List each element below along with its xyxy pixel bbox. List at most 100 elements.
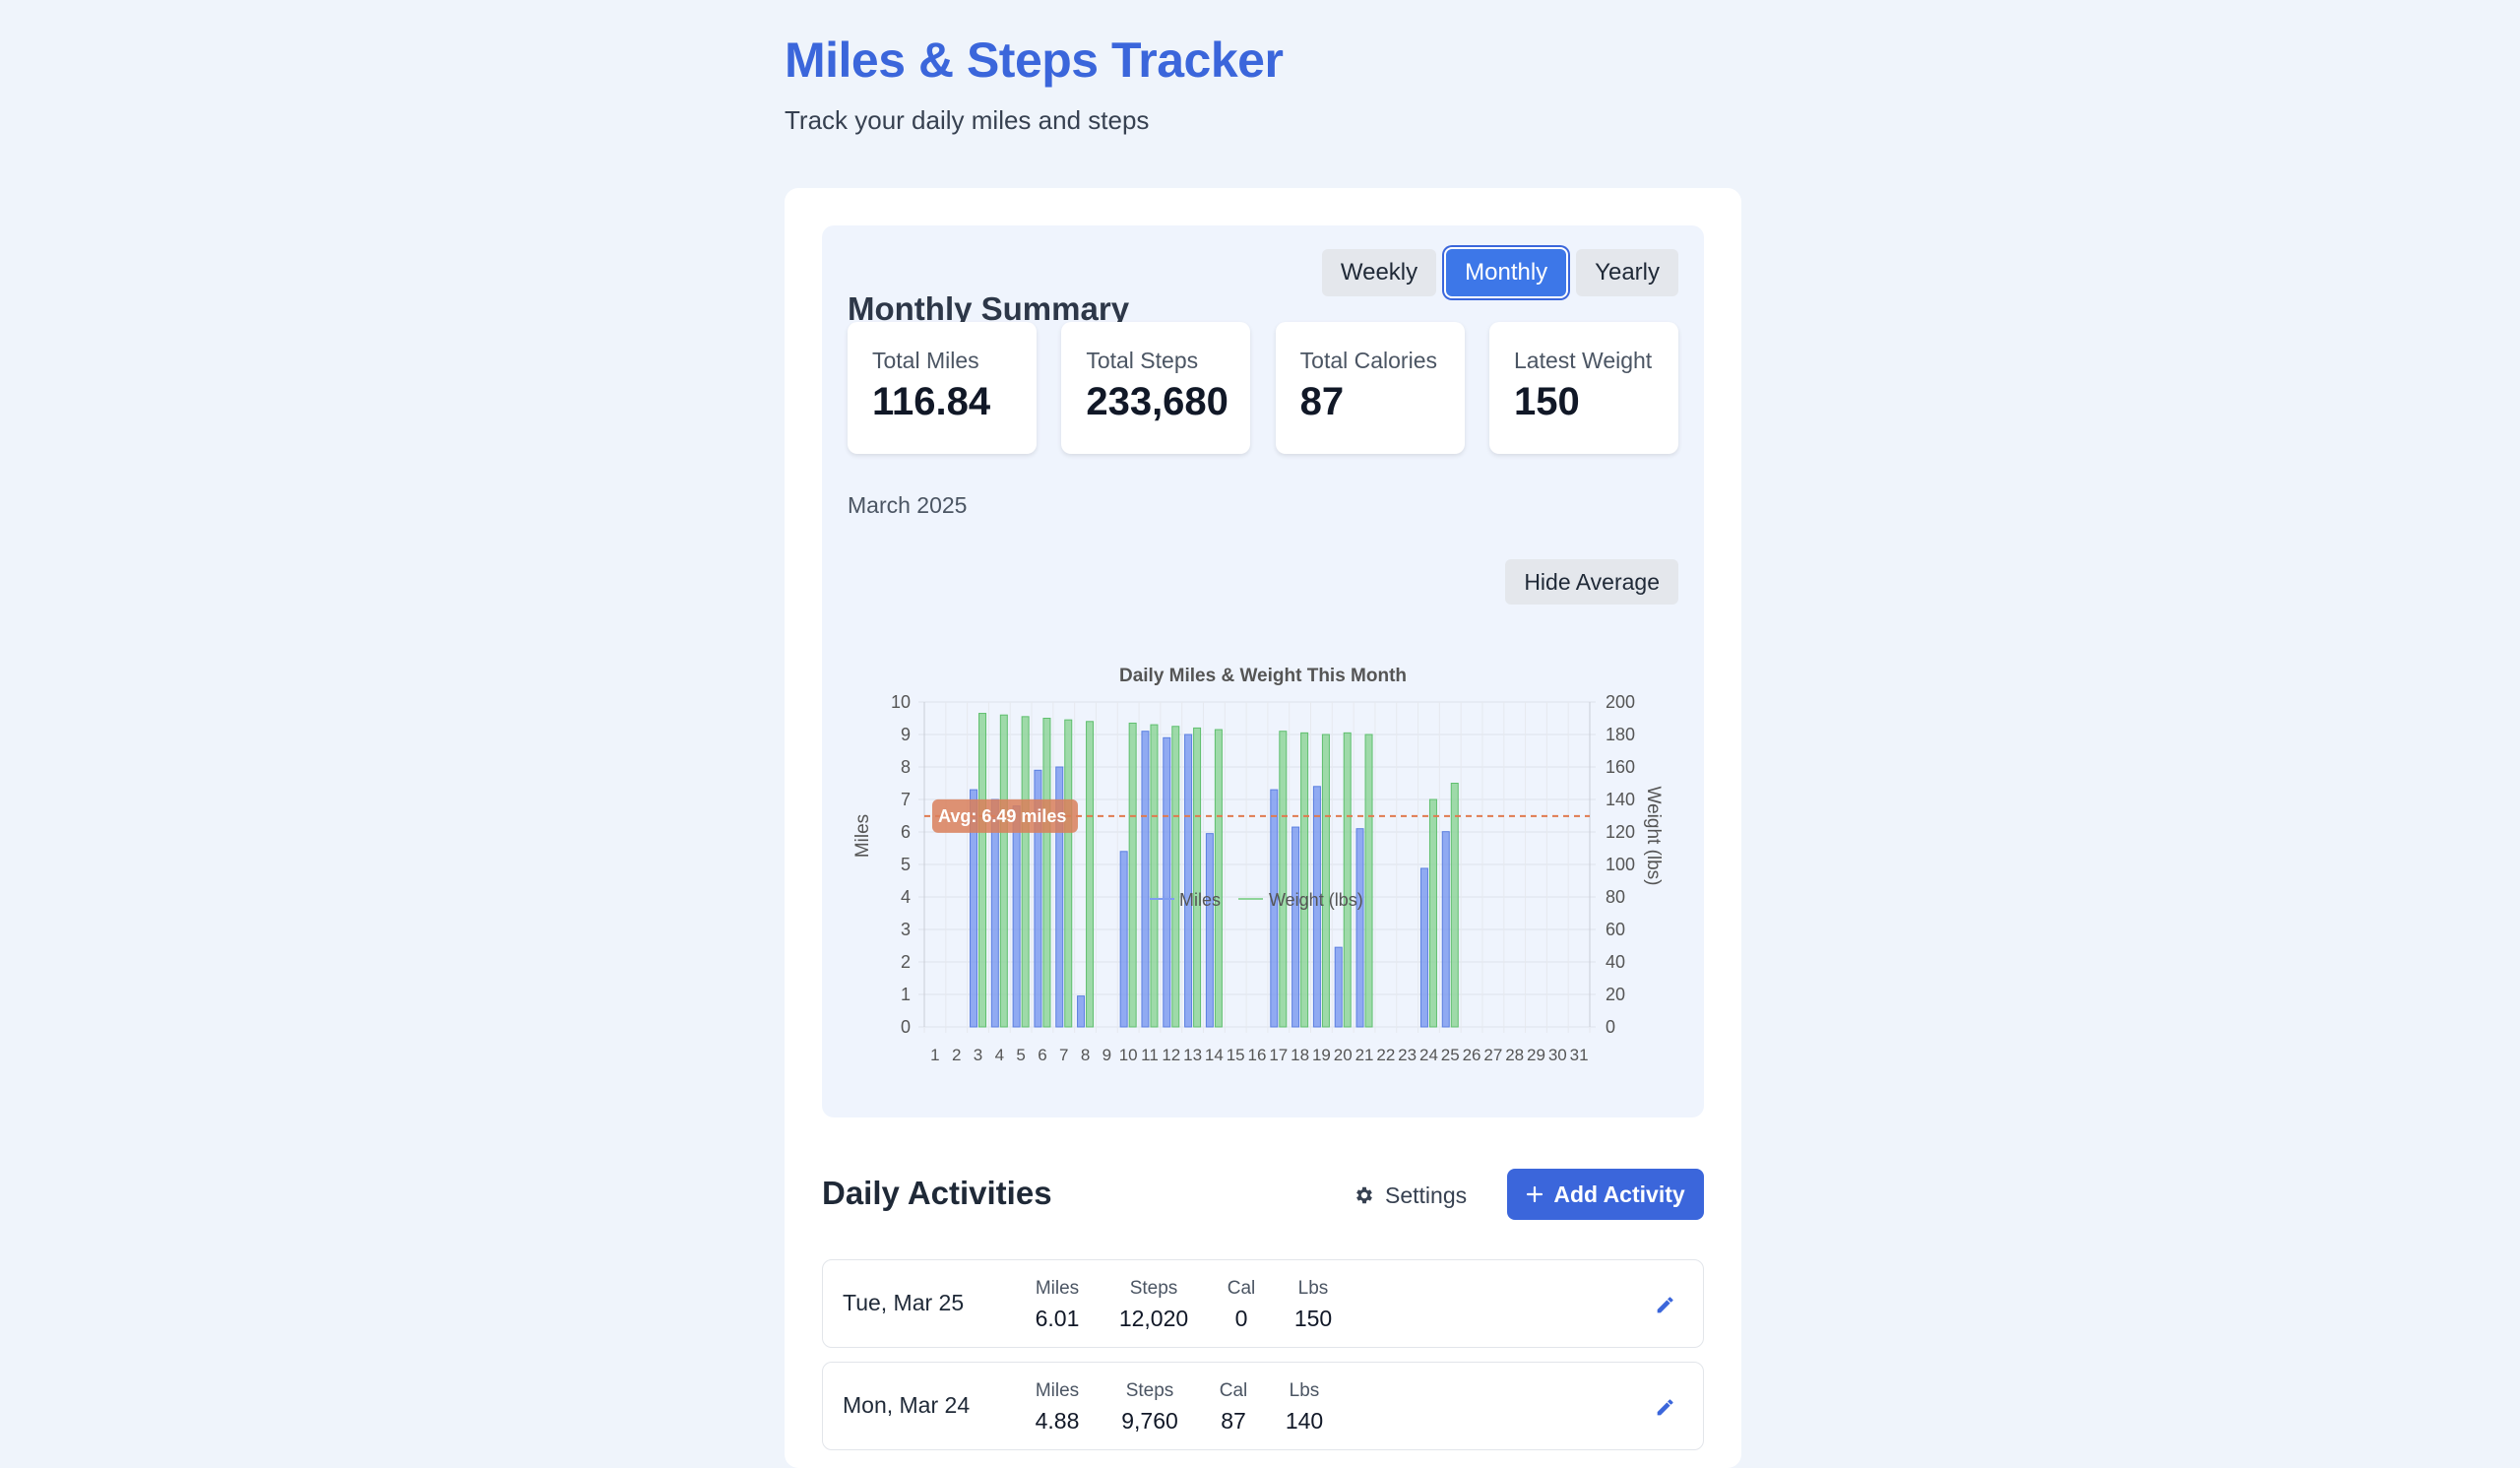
metric-label: Steps xyxy=(1129,1278,1178,1299)
miles-bar xyxy=(1355,828,1364,1028)
stat-label: Total Miles xyxy=(872,348,979,373)
chart-grid xyxy=(918,701,1596,1033)
stat-label: Total Steps xyxy=(1086,348,1199,373)
activities-title: Daily Activities xyxy=(822,1175,1052,1211)
miles-bar xyxy=(1163,736,1171,1028)
metric-value: 150 xyxy=(1293,1306,1333,1331)
miles-bar xyxy=(1441,831,1450,1028)
period-label: March 2025 xyxy=(848,492,968,518)
weight-bar xyxy=(1364,734,1373,1028)
miles-bar xyxy=(1205,833,1214,1028)
metric-value: 87 xyxy=(1221,1408,1246,1434)
miles-bar xyxy=(1419,867,1428,1028)
stat-total-steps: Total Steps 233,680 xyxy=(1061,322,1251,454)
weight-bar xyxy=(1214,729,1223,1028)
y-tick-left: 0 xyxy=(901,1017,911,1037)
miles-bar xyxy=(1312,786,1321,1028)
tab-yearly[interactable]: Yearly xyxy=(1576,249,1678,296)
miles-bar xyxy=(1292,826,1300,1028)
x-tick: 15 xyxy=(1227,1046,1245,1064)
stat-latest-weight: Latest Weight 150 xyxy=(1488,322,1678,454)
x-tick: 24 xyxy=(1419,1046,1438,1064)
x-tick: 2 xyxy=(952,1046,961,1064)
weight-bar xyxy=(1193,727,1202,1028)
chart-bars xyxy=(970,713,1459,1028)
x-tick: 19 xyxy=(1312,1046,1331,1064)
y-tick-right: 120 xyxy=(1606,822,1635,842)
miles-bar xyxy=(970,789,978,1028)
x-tick: 18 xyxy=(1291,1046,1309,1064)
weight-bar xyxy=(1300,732,1309,1028)
settings-label: Settings xyxy=(1385,1181,1468,1208)
miles-bar xyxy=(1334,946,1343,1028)
add-activity-button[interactable]: Add Activity xyxy=(1507,1169,1704,1220)
y-tick-right: 80 xyxy=(1606,887,1625,907)
average-line-group: Avg: 6.49 miles xyxy=(924,798,1590,833)
y-tick-left: 8 xyxy=(901,757,911,777)
y-tick-right: 0 xyxy=(1606,1017,1615,1037)
y-tick-right: 100 xyxy=(1606,855,1635,874)
stat-label: Total Calories xyxy=(1299,348,1437,373)
chart-legend: Miles Weight (lbs) xyxy=(1150,890,1363,910)
x-tick: 13 xyxy=(1183,1046,1202,1064)
activity-miles: Miles 6.01 xyxy=(1036,1278,1080,1332)
x-tick: 1 xyxy=(930,1046,939,1064)
average-label: Avg: 6.49 miles xyxy=(938,806,1066,826)
tab-monthly[interactable]: Monthly xyxy=(1446,249,1567,296)
main-card: Monthly Summary Weekly Monthly Yearly To… xyxy=(785,188,1741,1468)
x-tick: 28 xyxy=(1505,1046,1524,1064)
y-tick-right: 140 xyxy=(1606,790,1635,809)
y-axis-label-right: Weight (lbs) xyxy=(1643,786,1664,885)
x-tick: 14 xyxy=(1205,1046,1224,1064)
miles-bar xyxy=(1055,766,1064,1028)
pencil-icon[interactable] xyxy=(1653,1392,1680,1420)
x-tick: 11 xyxy=(1141,1046,1159,1064)
metric-label: Miles xyxy=(1035,1278,1080,1299)
y-tick-right: 160 xyxy=(1606,757,1635,777)
x-tick: 22 xyxy=(1376,1046,1395,1064)
activity-row[interactable]: Mon, Mar 24 Miles 4.88 Steps 9,760 Cal 8… xyxy=(822,1362,1704,1450)
activity-row[interactable]: Tue, Mar 25 Miles 6.01 Steps 12,020 Cal … xyxy=(822,1259,1704,1348)
x-tick: 12 xyxy=(1162,1046,1180,1064)
y-tick-right: 200 xyxy=(1606,692,1635,712)
activity-date: Mon, Mar 24 xyxy=(843,1392,971,1418)
activity-lbs: Lbs 140 xyxy=(1286,1380,1323,1435)
add-activity-label: Add Activity xyxy=(1553,1181,1685,1207)
metric-value: 12,020 xyxy=(1118,1306,1189,1331)
y-tick-left: 10 xyxy=(891,692,911,712)
metric-value: 6.01 xyxy=(1035,1306,1080,1331)
miles-bar xyxy=(1077,995,1086,1028)
y-ticks-right: 0 20 40 60 80 100 120 140 160 180 200 xyxy=(1606,692,1635,1037)
weight-bar xyxy=(1128,722,1137,1028)
y-tick-right: 60 xyxy=(1606,920,1625,939)
x-tick: 5 xyxy=(1016,1046,1025,1064)
stat-value: 87 xyxy=(1299,380,1345,423)
x-tick: 27 xyxy=(1483,1046,1502,1064)
miles-bar xyxy=(990,798,999,1028)
pencil-icon[interactable] xyxy=(1653,1290,1680,1317)
chart-title: Daily Miles & Weight This Month xyxy=(1119,666,1407,686)
x-tick: 10 xyxy=(1119,1046,1138,1064)
x-tick: 25 xyxy=(1441,1046,1460,1064)
x-tick: 9 xyxy=(1102,1046,1111,1064)
average-label-bg xyxy=(932,798,1078,833)
weight-bar xyxy=(1428,798,1437,1028)
y-tick-right: 20 xyxy=(1606,985,1625,1004)
x-tick: 4 xyxy=(995,1046,1004,1064)
range-tabs: Weekly Monthly Yearly xyxy=(1321,249,1678,296)
weight-bar xyxy=(1021,716,1030,1028)
settings-button[interactable]: Settings xyxy=(1354,1176,1467,1215)
y-ticks-left: 0 1 2 3 4 5 6 7 8 9 10 xyxy=(891,692,911,1037)
tab-weekly[interactable]: Weekly xyxy=(1321,249,1437,296)
x-tick: 26 xyxy=(1463,1046,1481,1064)
activity-steps: Steps 9,760 xyxy=(1121,1380,1178,1435)
metric-value: 4.88 xyxy=(1035,1408,1080,1434)
miles-weight-chart: Daily Miles & Weight This Month Miles We… xyxy=(852,666,1664,1064)
activity-cal: Cal 0 xyxy=(1228,1278,1256,1332)
miles-bar xyxy=(1184,734,1193,1028)
y-tick-left: 9 xyxy=(901,725,911,744)
metric-label: Lbs xyxy=(1297,1278,1329,1299)
weight-bar xyxy=(999,714,1008,1028)
hide-average-button[interactable]: Hide Average xyxy=(1505,559,1678,605)
stat-value: 233,680 xyxy=(1086,380,1228,423)
